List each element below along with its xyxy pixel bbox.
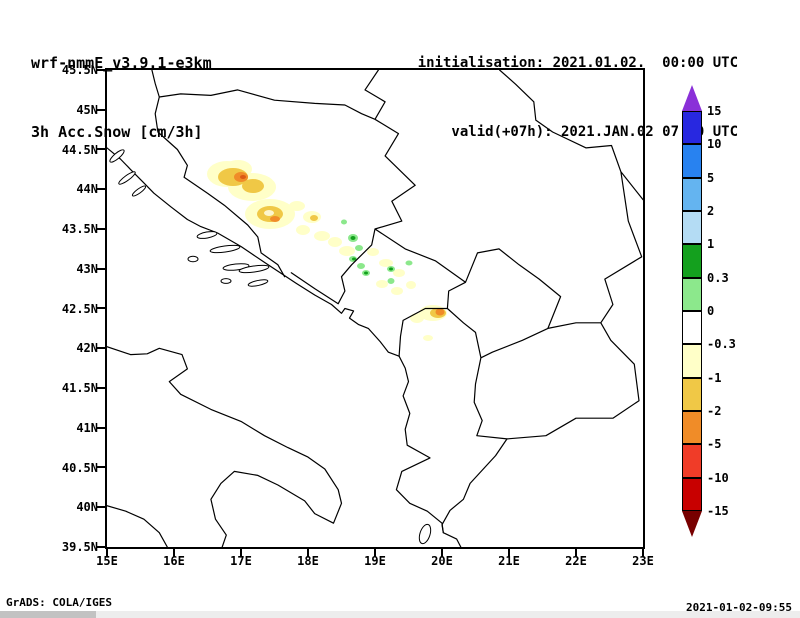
coastline-italy xyxy=(107,346,343,547)
y-tick-mark xyxy=(97,546,105,548)
y-tick-mark xyxy=(97,109,105,111)
y-axis-tick-label: 40.5N xyxy=(61,461,98,475)
snow-patches-green xyxy=(350,236,393,275)
x-tick-mark xyxy=(307,549,309,557)
x-axis-tick-label: 18E xyxy=(297,554,319,568)
y-axis-tick-label: 41.5N xyxy=(61,381,98,395)
colorbar-label: 15 xyxy=(707,104,722,118)
y-axis-tick-label: 44N xyxy=(76,182,98,196)
x-tick-mark xyxy=(374,549,376,557)
y-axis-tick-label: 45N xyxy=(76,103,98,117)
colorbar-segment xyxy=(682,111,702,144)
colorbar-label: 5 xyxy=(707,171,715,185)
plot-frame xyxy=(105,68,645,549)
snow-patches-pale xyxy=(207,160,447,341)
y-tick-mark xyxy=(97,506,105,508)
scrollbar-thumb[interactable] xyxy=(0,611,96,618)
colorbar-segment xyxy=(682,278,702,311)
colorbar-bottom-arrow xyxy=(682,511,702,537)
y-tick-mark xyxy=(97,427,105,429)
x-tick-mark xyxy=(642,549,644,557)
x-axis-tick-label: 21E xyxy=(498,554,520,568)
x-tick-mark xyxy=(106,549,108,557)
colorbar-label: 0 xyxy=(707,304,715,318)
y-tick-mark xyxy=(97,148,105,150)
y-tick-mark xyxy=(97,466,105,468)
snow-patches-deep-orange xyxy=(240,175,246,179)
colorbar-segment xyxy=(682,311,702,344)
colorbar-segment xyxy=(682,411,702,444)
y-axis-tick-label: 40N xyxy=(76,500,98,514)
y-axis-tick-label: 42N xyxy=(76,341,98,355)
colorbar-label: -15 xyxy=(707,504,729,518)
model-title: wrf-nmmE_v3.9.1-e3km xyxy=(31,54,212,72)
y-axis-tick-label: 42.5N xyxy=(61,302,98,316)
colorbar-segment xyxy=(682,211,702,244)
x-axis-tick-label: 22E xyxy=(565,554,587,568)
x-axis-tick-label: 19E xyxy=(364,554,386,568)
colorbar-label: -0.3 xyxy=(707,337,736,351)
coastline-adriatic-east xyxy=(107,147,462,547)
y-tick-mark xyxy=(97,228,105,230)
map-plot xyxy=(107,70,643,547)
colorbar-segment xyxy=(682,344,702,378)
x-tick-mark xyxy=(240,549,242,557)
colorbar-label: -1 xyxy=(707,371,722,385)
field-title: 3h Acc.Snow [cm/3h] xyxy=(31,123,203,141)
snow-patch-donut-center xyxy=(264,210,274,216)
x-tick-mark xyxy=(508,549,510,557)
colorbar-segment xyxy=(682,178,702,211)
y-axis-tick-label: 43.5N xyxy=(61,222,98,236)
colorbar-segment xyxy=(682,378,702,411)
colorbar-segment xyxy=(682,444,702,478)
y-tick-mark xyxy=(97,188,105,190)
y-axis-tick-label: 39.5N xyxy=(61,540,98,554)
render-timestamp: 2021-01-02-09:55 xyxy=(686,601,792,614)
y-axis-tick-label: 45.5N xyxy=(61,63,98,77)
country-borders xyxy=(151,70,643,534)
colorbar-label: -2 xyxy=(707,404,722,418)
horizontal-scrollbar[interactable] xyxy=(0,611,800,618)
colorbar-segment xyxy=(682,244,702,278)
y-tick-mark xyxy=(97,69,105,71)
y-tick-mark xyxy=(97,268,105,270)
colorbar-label: 1 xyxy=(707,237,715,251)
y-tick-mark xyxy=(97,387,105,389)
x-axis-tick-label: 23E xyxy=(632,554,654,568)
y-axis-tick-label: 43N xyxy=(76,262,98,276)
x-axis-tick-label: 16E xyxy=(163,554,185,568)
y-axis-tick-label: 41N xyxy=(76,421,98,435)
colorbar-segment xyxy=(682,478,702,511)
init-time-label: initialisation: 2021.01.02. 00:00 UTC xyxy=(417,55,738,71)
x-tick-mark xyxy=(575,549,577,557)
x-tick-mark xyxy=(173,549,175,557)
colorbar-label: 2 xyxy=(707,204,715,218)
colorbar-label: -10 xyxy=(707,471,729,485)
y-tick-mark xyxy=(97,307,105,309)
x-axis-tick-label: 20E xyxy=(431,554,453,568)
header-left: wrf-nmmE_v3.9.1-e3km 3h Acc.Snow [cm/3h] xyxy=(31,6,212,167)
grads-credit: GrADS: COLA/IGES xyxy=(6,596,112,609)
y-axis-tick-label: 44.5N xyxy=(61,143,98,157)
colorbar-label: -5 xyxy=(707,437,722,451)
x-tick-mark xyxy=(441,549,443,557)
colorbar-label: 10 xyxy=(707,137,722,151)
colorbar-label: 0.3 xyxy=(707,271,729,285)
y-tick-mark xyxy=(97,347,105,349)
x-axis-tick-label: 17E xyxy=(230,554,252,568)
x-axis-tick-label: 15E xyxy=(96,554,118,568)
adriatic-islands xyxy=(109,149,432,545)
colorbar-segment xyxy=(682,144,702,178)
